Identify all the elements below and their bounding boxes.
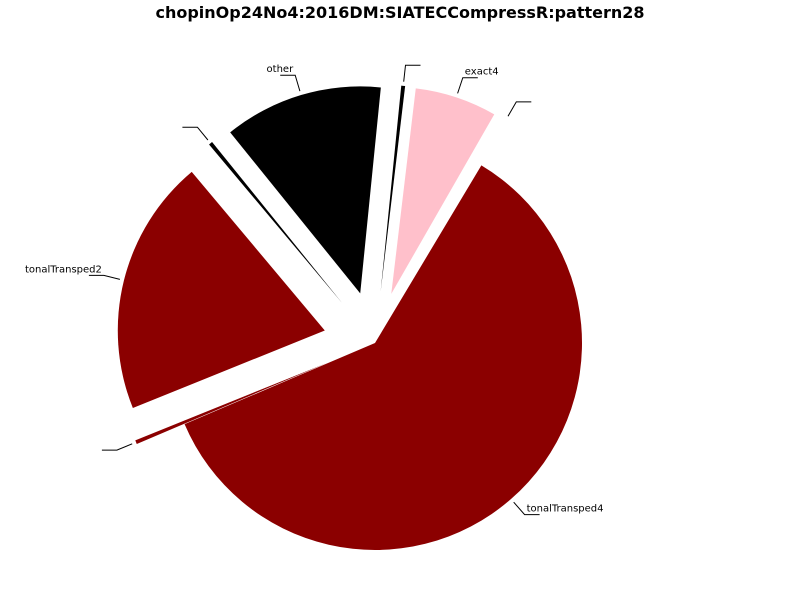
- slice-label: tonalTransped2: [25, 264, 102, 275]
- chart-title: chopinOp24No4:2016DM:SIATECCompressR:pat…: [155, 3, 645, 22]
- leader-line: [513, 501, 540, 516]
- slice-label: exact4: [465, 67, 499, 78]
- slice-label: other: [267, 64, 295, 75]
- leader-line: [88, 274, 121, 280]
- pie-slice: [117, 171, 325, 409]
- pie-slice: [184, 165, 582, 550]
- pie-slice: [135, 362, 328, 444]
- leader-line: [101, 443, 133, 451]
- leader-line: [507, 101, 532, 117]
- leader-line: [182, 126, 209, 141]
- pie-slice: [230, 86, 381, 294]
- pie-slice: [401, 118, 508, 299]
- pie-slice: [380, 85, 406, 292]
- pie-slice: [391, 88, 495, 294]
- leader-line: [403, 64, 421, 82]
- leader-line: [457, 77, 478, 94]
- pie-slice: [209, 141, 343, 304]
- leader-line: [280, 74, 301, 92]
- slice-label: tonalTransped4: [527, 504, 604, 515]
